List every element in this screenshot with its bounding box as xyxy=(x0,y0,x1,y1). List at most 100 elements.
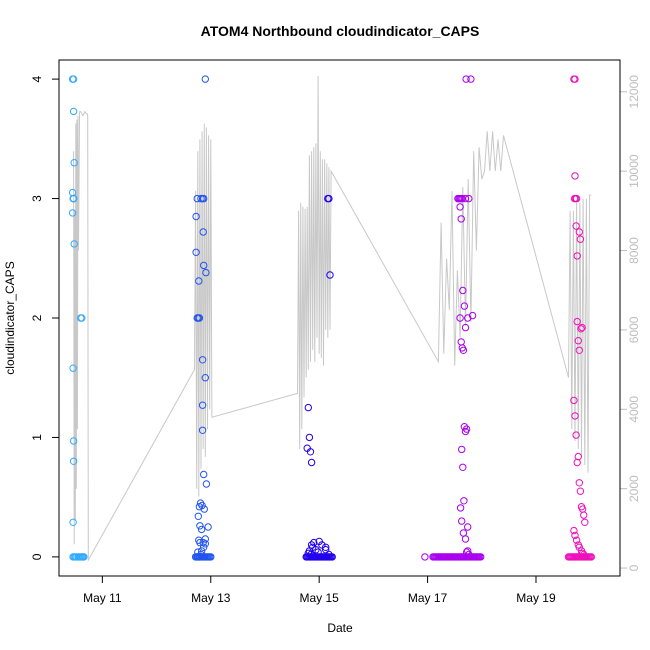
data-point-s2 xyxy=(307,550,315,559)
data-point-s3 xyxy=(462,548,471,556)
data-point-s4 xyxy=(576,235,585,243)
data-point-s1 xyxy=(193,553,201,561)
data-point-s4 xyxy=(571,531,579,540)
data-point-s0 xyxy=(70,159,78,167)
y-axis-label: cloudindicator_CAPS xyxy=(3,261,17,374)
data-point-s2 xyxy=(307,541,316,549)
y2-tick-label: 8000 xyxy=(627,237,641,264)
data-point-s1 xyxy=(200,505,209,513)
x-tick-label: May 11 xyxy=(83,591,122,605)
data-point-s2 xyxy=(310,538,318,547)
data-point-s1 xyxy=(200,470,208,479)
data-point-s0 xyxy=(69,518,77,526)
data-point-s4 xyxy=(575,543,583,551)
data-point-s4 xyxy=(578,323,586,332)
chart-title: ATOM4 Northbound cloudindicator_CAPS xyxy=(201,23,480,39)
data-point-s1 xyxy=(192,212,200,221)
data-point-s1 xyxy=(202,480,211,488)
data-point-s0 xyxy=(69,107,78,116)
data-point-s4 xyxy=(576,487,585,495)
data-point-s4 xyxy=(571,172,579,180)
data-point-s2 xyxy=(318,541,326,549)
data-point-s1 xyxy=(195,553,204,561)
data-point-s1 xyxy=(202,268,210,277)
data-point-s4 xyxy=(575,479,583,487)
data-point-s0 xyxy=(69,437,78,445)
data-point-s4 xyxy=(574,337,582,345)
data-point-s1 xyxy=(194,512,203,520)
points-group xyxy=(68,75,595,561)
data-point-s1 xyxy=(197,525,206,534)
data-point-s3 xyxy=(461,323,470,332)
x-tick-label: May 19 xyxy=(516,591,556,605)
secondary-line xyxy=(73,75,592,563)
data-point-s2 xyxy=(305,433,314,442)
data-point-s0 xyxy=(70,553,78,561)
data-point-s3 xyxy=(462,75,470,83)
y-tick-label: 2 xyxy=(30,314,44,321)
data-point-s2 xyxy=(322,543,330,551)
data-point-s4 xyxy=(575,346,583,354)
data-point-s4 xyxy=(580,550,588,559)
data-point-s1 xyxy=(198,401,207,409)
x-tick-label: May 15 xyxy=(299,591,339,605)
data-point-s4 xyxy=(581,518,589,526)
data-point-s1 xyxy=(201,540,210,548)
data-point-s3 xyxy=(477,553,485,561)
data-point-s1 xyxy=(200,553,209,561)
data-point-s0 xyxy=(69,75,78,83)
data-point-s4 xyxy=(578,505,587,513)
data-point-s0 xyxy=(69,364,77,372)
data-point-s4 xyxy=(570,396,578,405)
data-point-s1 xyxy=(200,261,208,270)
data-point-s2 xyxy=(326,271,334,279)
data-point-s4 xyxy=(572,536,581,544)
data-point-s2 xyxy=(307,458,316,467)
data-point-s1 xyxy=(198,501,206,510)
axes-group: May 11 May 13 May 15 May 17 May 19 0 1 2 3 4 0 2000… xyxy=(30,75,641,605)
data-point-s3 xyxy=(461,535,470,543)
y-tick-label: 0 xyxy=(30,553,44,560)
data-point-s3 xyxy=(456,314,464,322)
data-point-s4 xyxy=(570,526,578,535)
data-point-s1 xyxy=(200,543,208,551)
y-tick-label: 1 xyxy=(30,434,44,441)
data-point-s2 xyxy=(306,448,315,456)
y2-tick-label: 0 xyxy=(627,564,641,571)
data-point-s4 xyxy=(572,222,580,230)
y2-tick-label: 12000 xyxy=(627,75,641,109)
secondary-line-group xyxy=(73,75,592,563)
data-point-s4 xyxy=(571,75,579,83)
data-point-s2 xyxy=(314,548,322,556)
data-point-s4 xyxy=(575,228,583,236)
data-point-s0 xyxy=(74,553,83,561)
data-point-s3 xyxy=(462,425,471,433)
data-point-s3 xyxy=(457,338,465,346)
data-point-s3 xyxy=(467,75,475,83)
y2-tick-label: 10000 xyxy=(627,154,641,188)
data-point-s1 xyxy=(195,314,204,322)
data-point-s4 xyxy=(572,431,580,439)
data-point-s3 xyxy=(459,463,467,471)
data-point-s4 xyxy=(577,325,585,333)
data-point-s1 xyxy=(198,356,207,364)
data-point-s3 xyxy=(460,423,469,431)
data-point-s4 xyxy=(573,317,581,326)
data-point-s1 xyxy=(201,75,210,83)
data-point-s3 xyxy=(456,504,465,512)
data-point-s3 xyxy=(461,194,470,203)
data-point-s0 xyxy=(78,314,86,322)
data-point-s4 xyxy=(580,511,588,519)
data-point-s0 xyxy=(68,209,77,217)
data-point-s2 xyxy=(325,550,333,559)
data-point-s3 xyxy=(468,311,477,320)
data-point-s3 xyxy=(456,203,464,211)
data-point-s3 xyxy=(458,445,466,454)
data-point-s1 xyxy=(195,277,203,285)
data-point-s0 xyxy=(69,194,78,203)
data-point-s1 xyxy=(198,426,207,434)
data-point-s4 xyxy=(571,412,579,420)
data-point-s0 xyxy=(69,457,78,465)
data-point-s0 xyxy=(70,240,78,248)
data-point-s4 xyxy=(578,549,587,557)
